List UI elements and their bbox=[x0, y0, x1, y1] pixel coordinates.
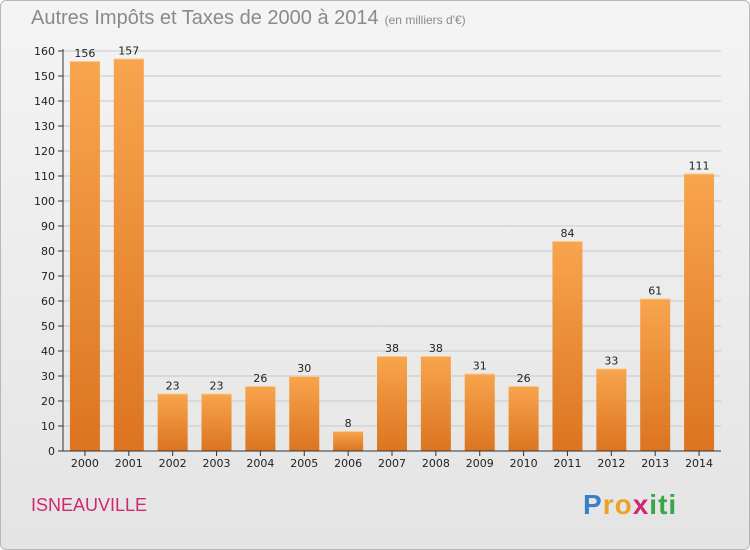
chart-subtitle: (en milliers d'€) bbox=[384, 13, 466, 27]
chart-title: Autres Impôts et Taxes de 2000 à 2014 (en… bbox=[31, 7, 466, 30]
bar-value-label: 30 bbox=[297, 362, 311, 375]
y-tick-label: 60 bbox=[41, 295, 55, 308]
x-tick-label: 2008 bbox=[422, 457, 450, 470]
bar-value-label: 33 bbox=[604, 355, 618, 368]
y-tick-label: 50 bbox=[41, 320, 55, 333]
bar-value-label: 61 bbox=[648, 285, 662, 298]
bar-value-label: 26 bbox=[253, 372, 267, 385]
y-tick-label: 40 bbox=[41, 345, 55, 358]
y-tick-label: 90 bbox=[41, 220, 55, 233]
x-tick-label: 2005 bbox=[290, 457, 318, 470]
y-tick-label: 160 bbox=[34, 45, 55, 58]
bar bbox=[684, 173, 715, 451]
y-tick-label: 110 bbox=[34, 170, 55, 183]
x-tick-label: 2003 bbox=[203, 457, 231, 470]
bar-value-label: 23 bbox=[166, 380, 180, 393]
logo-letter: t bbox=[658, 489, 669, 520]
y-tick-label: 30 bbox=[41, 370, 55, 383]
logo-letter: x bbox=[632, 489, 650, 520]
bar-value-label: 157 bbox=[118, 45, 139, 58]
bar bbox=[289, 376, 320, 451]
bar-value-label: 156 bbox=[74, 47, 95, 60]
y-tick-label: 20 bbox=[41, 395, 55, 408]
city-name: ISNEAUVILLE bbox=[31, 495, 148, 515]
x-tick-label: 2014 bbox=[685, 457, 713, 470]
bar-value-label: 23 bbox=[210, 380, 224, 393]
y-tick-label: 10 bbox=[41, 420, 55, 433]
bar bbox=[157, 393, 188, 451]
x-tick-label: 2009 bbox=[466, 457, 494, 470]
bar bbox=[69, 61, 100, 451]
bar-value-label: 38 bbox=[385, 342, 399, 355]
bar bbox=[113, 58, 144, 451]
x-tick-label: 2001 bbox=[115, 457, 143, 470]
bars: 156 157 23 23 26 30 8 38 38 31 26 84 33 61 111 bbox=[69, 45, 715, 451]
x-tick-label: 2012 bbox=[597, 457, 625, 470]
y-tick-label: 0 bbox=[48, 445, 55, 458]
y-tick-label: 150 bbox=[34, 70, 55, 83]
x-tick-label: 2002 bbox=[159, 457, 187, 470]
proxiti-logo: Proxiti bbox=[583, 489, 677, 521]
x-tick-label: 2010 bbox=[510, 457, 538, 470]
logo-letter: i bbox=[668, 489, 678, 520]
y-tick-label: 120 bbox=[34, 145, 55, 158]
x-tick-label: 2011 bbox=[553, 457, 581, 470]
x-tick-label: 2007 bbox=[378, 457, 406, 470]
bar bbox=[333, 431, 364, 451]
y-tick-label: 130 bbox=[34, 120, 55, 133]
bar bbox=[640, 298, 671, 451]
bar bbox=[245, 386, 276, 451]
y-tick-label: 80 bbox=[41, 245, 55, 258]
bar bbox=[377, 356, 407, 451]
chart-title-text: Autres Impôts et Taxes de 2000 à 2014 bbox=[31, 7, 379, 29]
bar-value-label: 31 bbox=[473, 360, 487, 373]
bar-value-label: 111 bbox=[689, 160, 710, 173]
y-tick-label: 70 bbox=[41, 270, 55, 283]
logo-letter: i bbox=[649, 489, 659, 520]
axes: 0 10 20 30 40 50 60 70 80 90 100 110 120 130 140 150 160… bbox=[34, 45, 721, 470]
bar bbox=[420, 356, 451, 451]
y-tick-label: 100 bbox=[34, 195, 55, 208]
bar bbox=[464, 373, 495, 451]
x-tick-label: 2006 bbox=[334, 457, 362, 470]
bar-value-label: 38 bbox=[429, 342, 443, 355]
x-tick-label: 2000 bbox=[71, 457, 99, 470]
bar-value-label: 84 bbox=[560, 227, 574, 240]
logo-letter: o bbox=[614, 489, 633, 520]
bar-value-label: 8 bbox=[345, 417, 352, 430]
y-tick-label: 140 bbox=[34, 95, 55, 108]
bar bbox=[552, 241, 583, 451]
logo-letter: r bbox=[602, 489, 615, 520]
bar bbox=[201, 393, 232, 451]
x-tick-label: 2004 bbox=[246, 457, 274, 470]
bar bbox=[508, 386, 539, 451]
bar bbox=[596, 368, 627, 451]
logo-letter: P bbox=[583, 489, 603, 520]
bar-value-label: 26 bbox=[517, 372, 531, 385]
x-tick-label: 2013 bbox=[641, 457, 669, 470]
